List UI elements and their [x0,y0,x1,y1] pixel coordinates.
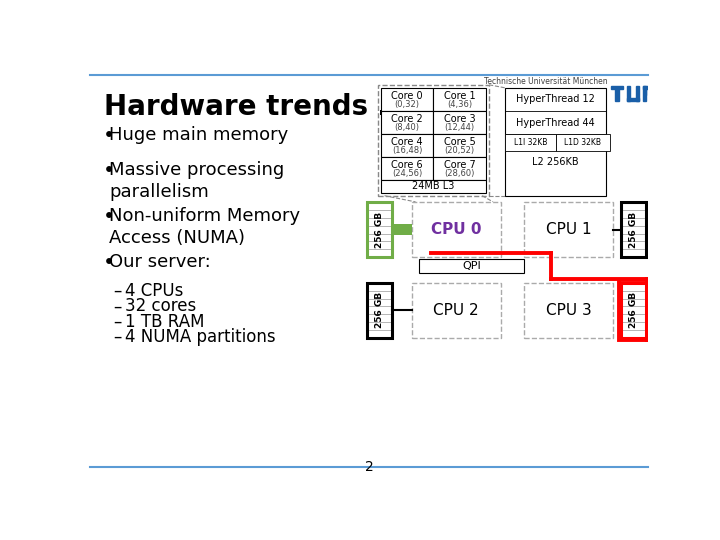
Bar [524,202,613,257]
Text: Core 3: Core 3 [444,114,475,124]
Bar [524,283,613,338]
Text: HyperThread 44: HyperThread 44 [516,118,595,127]
Bar [621,202,646,257]
Bar [627,85,630,101]
Text: •: • [102,161,114,181]
Text: •: • [102,207,114,227]
Text: HyperThread 12: HyperThread 12 [516,94,595,104]
Bar [644,85,647,101]
Text: Core 6: Core 6 [391,160,423,170]
Bar [381,157,433,180]
Bar [381,134,433,157]
Text: –: – [113,282,122,300]
Bar [652,85,656,101]
Bar [433,157,486,180]
Text: (28,60): (28,60) [444,170,475,178]
Text: Core 7: Core 7 [444,160,475,170]
Text: 4 CPUs: 4 CPUs [125,282,184,300]
Bar [367,283,392,338]
Text: Core 1: Core 1 [444,91,475,101]
Text: •: • [102,126,114,146]
Bar [433,111,486,134]
Text: 32 cores: 32 cores [125,298,196,315]
Text: QPI: QPI [462,261,481,271]
Text: –: – [113,328,122,346]
Bar [556,134,610,151]
Bar [367,283,392,338]
Text: (24,56): (24,56) [392,170,422,178]
Bar [621,283,646,338]
Text: L2 256KB: L2 256KB [533,157,579,167]
Text: Our server:: Our server: [109,253,211,272]
Bar [648,85,651,95]
Bar [627,98,639,101]
Text: Hardware trends …: Hardware trends … [104,93,405,122]
Text: (0,32): (0,32) [395,100,420,109]
Text: Core 4: Core 4 [391,137,423,147]
Text: (12,44): (12,44) [445,123,474,132]
Bar [644,85,656,89]
Text: Massive processing
parallelism: Massive processing parallelism [109,161,284,201]
Bar [616,89,618,101]
Bar [412,283,500,338]
Bar [636,85,639,101]
Bar [412,202,500,257]
Text: 256 GB: 256 GB [629,292,638,328]
Bar [505,88,606,195]
Text: 4 NUMA partitions: 4 NUMA partitions [125,328,276,346]
Text: 256 GB: 256 GB [375,212,384,248]
Bar [367,202,392,257]
Text: Technische Universität München: Technische Universität München [484,77,608,86]
Text: Core 5: Core 5 [444,137,475,147]
Bar [377,85,489,195]
Bar [381,111,433,134]
Text: (16,48): (16,48) [392,146,422,155]
Text: (4,36): (4,36) [447,100,472,109]
Text: Core 2: Core 2 [391,114,423,124]
Bar [505,134,556,151]
Text: CPU 1: CPU 1 [546,222,591,237]
Bar [618,280,648,340]
Bar [367,202,392,257]
Bar [392,224,412,235]
Text: CPU 2: CPU 2 [433,303,479,318]
Text: Non-uniform Memory
Access (NUMA): Non-uniform Memory Access (NUMA) [109,207,300,247]
Bar [621,283,646,338]
Text: 24MB L3: 24MB L3 [412,181,454,192]
Text: L1D 32KB: L1D 32KB [564,138,601,147]
Text: CPU 3: CPU 3 [546,303,591,318]
Text: •: • [102,253,114,273]
Text: Core 0: Core 0 [391,91,423,101]
Text: –: – [113,313,122,330]
Bar [433,134,486,157]
Bar [419,259,524,273]
Bar [611,85,624,89]
Text: 1 TB RAM: 1 TB RAM [125,313,204,330]
Text: Huge main memory: Huge main memory [109,126,289,144]
Text: L1I 32KB: L1I 32KB [513,138,547,147]
Text: 2: 2 [364,461,374,475]
Text: CPU 0: CPU 0 [431,222,482,237]
Bar [433,88,486,111]
Text: 256 GB: 256 GB [375,292,384,328]
Text: –: – [113,298,122,315]
Text: (20,52): (20,52) [445,146,474,155]
Text: (8,40): (8,40) [395,123,420,132]
Text: 256 GB: 256 GB [629,212,638,248]
Bar [381,88,433,111]
Bar [381,180,486,193]
Bar [621,202,646,257]
